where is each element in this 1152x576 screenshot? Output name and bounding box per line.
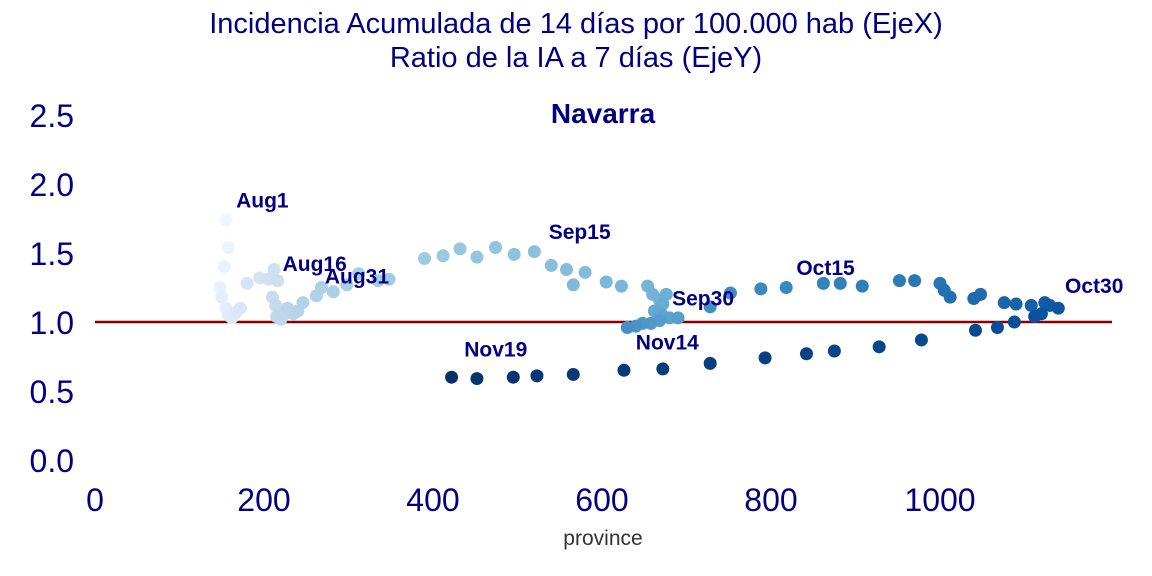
x-tick-label: 1000 — [904, 482, 975, 518]
data-point — [943, 290, 957, 304]
annotation-label: Oct30 — [1065, 275, 1123, 298]
data-point — [1009, 297, 1023, 311]
data-point — [352, 267, 366, 281]
annotation-label: Aug31 — [325, 265, 390, 288]
x-tick-label: 200 — [237, 482, 290, 518]
y-tick-label: 2.5 — [30, 98, 74, 134]
data-point — [326, 285, 340, 299]
data-point — [314, 281, 328, 294]
x-axis-label: province — [563, 527, 642, 550]
data-point — [267, 263, 281, 277]
annotation-label: Aug1 — [236, 189, 289, 212]
data-point — [816, 276, 830, 290]
data-point — [566, 367, 580, 381]
data-point — [566, 278, 580, 292]
data-point — [620, 321, 634, 335]
data-point — [222, 240, 236, 254]
y-tick-label: 0.0 — [30, 443, 74, 479]
data-point — [872, 340, 886, 354]
data-point — [599, 275, 613, 289]
x-tick-label: 800 — [744, 482, 797, 518]
x-tick-label: 400 — [406, 482, 459, 518]
data-point — [507, 247, 521, 261]
x-axis-ticks: 0 200 400 600 800 1000 — [86, 482, 975, 518]
data-point — [892, 274, 906, 288]
data-point — [233, 301, 247, 315]
y-tick-label: 0.5 — [30, 374, 74, 410]
x-tick-label: 0 — [86, 482, 104, 518]
annotation-label: Nov19 — [464, 339, 527, 362]
data-point — [453, 242, 467, 256]
data-point — [908, 274, 922, 288]
data-point — [436, 249, 450, 263]
data-point — [445, 370, 459, 384]
data-point — [758, 351, 772, 365]
data-point — [827, 344, 841, 358]
data-point — [703, 300, 717, 314]
data-point — [217, 260, 231, 274]
data-point — [578, 265, 592, 279]
y-axis-ticks: 0.0 0.5 1.0 1.5 2.0 2.5 — [30, 98, 74, 479]
data-point — [296, 296, 310, 310]
data-point — [544, 258, 558, 272]
data-point — [799, 347, 813, 361]
data-point — [240, 276, 254, 290]
data-point — [968, 323, 982, 337]
data-point — [967, 292, 981, 306]
data-point — [855, 279, 869, 293]
annotation-label: Nov14 — [636, 332, 699, 355]
annotation-label: Aug16 — [283, 253, 347, 276]
data-point — [560, 263, 574, 277]
y-tick-label: 2.0 — [30, 167, 74, 203]
data-point — [489, 240, 503, 254]
annotation-label: Sep30 — [672, 287, 734, 310]
y-tick-label: 1.0 — [30, 305, 74, 341]
data-point — [382, 272, 396, 286]
data-point — [1024, 298, 1038, 312]
data-point — [271, 274, 285, 288]
data-point — [219, 213, 233, 227]
chart-title-line-1: Incidencia Acumulada de 14 días por 100.… — [209, 8, 943, 40]
data-point — [754, 282, 768, 296]
data-point — [470, 372, 484, 386]
data-point — [530, 369, 544, 383]
data-point — [990, 321, 1004, 335]
data-point — [997, 296, 1011, 310]
chart-title-line-2: Ratio de la IA a 7 días (EjeY) — [389, 42, 763, 74]
data-point — [833, 276, 847, 290]
x-tick-label: 600 — [575, 482, 628, 518]
data-point — [371, 274, 385, 288]
y-tick-label: 1.5 — [30, 236, 74, 272]
data-point — [527, 245, 541, 259]
data-point — [213, 281, 227, 294]
annotation-label: Sep15 — [549, 221, 611, 244]
data-point — [614, 279, 628, 293]
data-point — [215, 290, 229, 304]
data-point — [723, 286, 737, 300]
data-point — [1051, 301, 1065, 315]
data-point — [703, 356, 717, 370]
data-point — [779, 281, 793, 294]
chart-subtitle: Navarra — [551, 98, 656, 129]
data-point — [671, 311, 685, 325]
data-point — [617, 363, 631, 377]
annotation-label: Oct15 — [796, 257, 855, 280]
data-point — [506, 370, 520, 384]
data-point — [1007, 315, 1021, 329]
data-point — [914, 333, 928, 347]
data-point — [340, 278, 354, 292]
data-points — [213, 213, 1065, 386]
data-point — [1028, 309, 1042, 323]
data-point — [656, 362, 670, 376]
data-point — [470, 250, 484, 264]
data-point — [418, 252, 432, 266]
